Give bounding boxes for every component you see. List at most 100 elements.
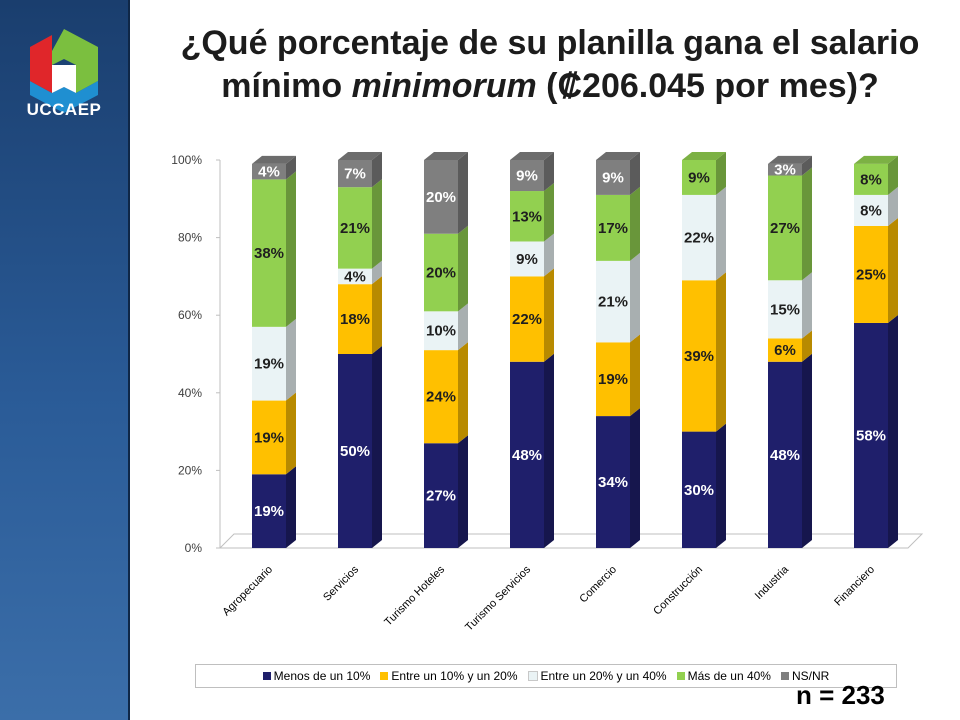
bar-segment [768, 280, 802, 339]
data-label: 22% [684, 230, 714, 247]
bar-segment-side [286, 171, 296, 327]
bar-segment [338, 284, 372, 354]
data-label: 7% [344, 166, 366, 183]
bar-segment-side [888, 314, 898, 548]
bar-top-face [854, 155, 898, 164]
bar-segment-side [630, 334, 640, 417]
bar-segment-side [802, 272, 812, 339]
bar-segment-side [630, 152, 640, 195]
title-italic-word: minimorum [351, 67, 537, 105]
bar-segment [252, 326, 286, 401]
data-label: 17% [598, 220, 628, 237]
bar-segment [768, 361, 802, 548]
title-part-2: (₡206.045 por mes)? [536, 67, 879, 105]
bar-segment [424, 311, 458, 351]
chart-floor [218, 533, 924, 549]
legend-swatch [262, 672, 271, 680]
data-label: 6% [774, 342, 796, 359]
bar-top-face [424, 152, 468, 160]
bar-segment [596, 260, 630, 343]
bar-segment [424, 233, 458, 312]
bar-segment [252, 400, 286, 475]
bar-segment-side [716, 272, 726, 432]
chart-legend: Menos de un 10% Entre un 10% y un 20% Entr… [195, 664, 897, 688]
bar-segment [768, 338, 802, 362]
data-label: 9% [688, 169, 710, 186]
bar-top-face [682, 152, 726, 160]
bar-segment-side [458, 342, 468, 444]
data-label: 15% [770, 301, 800, 318]
data-label: 21% [340, 220, 370, 237]
x-category-label: Financiero [832, 564, 877, 609]
x-category-label: Comercio [577, 564, 619, 606]
bar-segment-side [372, 179, 382, 269]
chart-title: ¿Qué porcentaje de su planilla gana el s… [150, 22, 950, 108]
bar-segment [596, 416, 630, 548]
bar-segment-side [458, 303, 468, 351]
legend-label: Entre un 20% y un 40% [540, 669, 667, 683]
bar-segment [338, 268, 372, 285]
bar-segment [252, 474, 286, 548]
y-tick-label: 0% [185, 541, 203, 555]
bar-segment-side [372, 276, 382, 354]
data-label: 48% [512, 447, 542, 464]
bar-top-face [768, 155, 812, 164]
bar-top-face [338, 152, 382, 160]
legend-item: Menos de un 10% [262, 669, 371, 683]
bar-segment [338, 354, 372, 548]
data-label: 27% [770, 220, 800, 237]
legend-item: Más de un 40% [676, 669, 771, 683]
bar-segment-side [716, 423, 726, 548]
data-label: 13% [512, 208, 542, 225]
legend-label: Menos de un 10% [273, 669, 371, 683]
data-label: 4% [258, 164, 280, 181]
title-part-1: ¿Qué porcentaje de su planilla gana el s… [180, 24, 920, 105]
bar-segment [510, 241, 544, 277]
bar-segment-side [458, 152, 468, 234]
bar-segment [854, 322, 888, 548]
legend-swatch [380, 672, 389, 680]
data-label: 25% [856, 266, 886, 283]
data-label: 24% [426, 389, 456, 406]
legend-swatch [780, 672, 789, 680]
bar-segment-side [544, 353, 554, 548]
bar-segment-side [888, 155, 898, 195]
bar-segment [424, 160, 458, 234]
sidebar-panel: UCCAEP [0, 0, 130, 720]
data-label: 18% [340, 311, 370, 328]
bar-segment [768, 175, 802, 281]
data-label: 8% [860, 171, 882, 188]
data-label: 21% [598, 294, 628, 311]
data-label: 20% [426, 265, 456, 282]
x-category-label: Industria [753, 563, 792, 602]
data-label: 38% [254, 245, 284, 262]
bar-segment-side [802, 330, 812, 362]
bar-segment [252, 163, 286, 180]
bar-segment-side [802, 167, 812, 281]
bar-segment-side [544, 268, 554, 362]
bar-segment-side [458, 435, 468, 548]
data-label: 39% [684, 348, 714, 365]
bar-segment-side [630, 252, 640, 343]
bar-segment-side [458, 225, 468, 312]
brand-name: UCCAEP [26, 100, 102, 119]
bar-segment-side [372, 152, 382, 188]
bar-segment [596, 342, 630, 417]
y-tick-label: 100% [171, 153, 202, 167]
x-category-label: Turismo Servicios [463, 563, 533, 633]
bar-segment [596, 194, 630, 261]
bar-segment-side [802, 353, 812, 548]
data-label: 20% [426, 189, 456, 206]
y-tick-label: 80% [178, 231, 202, 245]
data-label: 50% [340, 443, 370, 460]
y-tick-label: 20% [178, 463, 202, 477]
bar-segment [682, 431, 716, 548]
legend-swatch [527, 671, 538, 681]
data-label: 19% [254, 503, 284, 520]
data-label: 27% [426, 488, 456, 505]
bar-segment [768, 163, 802, 176]
bar-segment [596, 160, 630, 195]
bar-segment [854, 163, 888, 195]
sample-size-label: n = 233 [796, 680, 885, 710]
x-category-label: Servicios [321, 563, 361, 603]
